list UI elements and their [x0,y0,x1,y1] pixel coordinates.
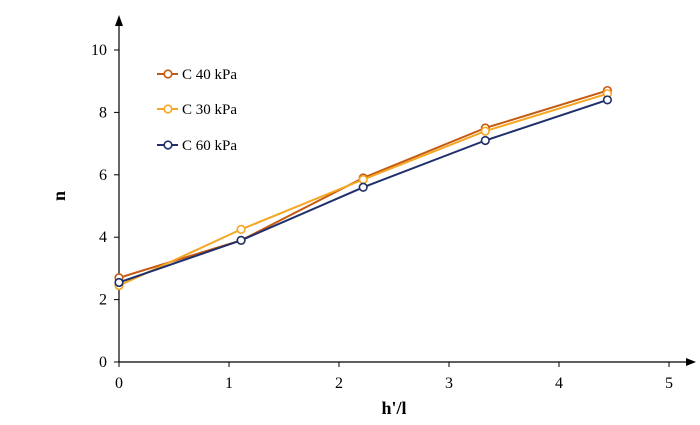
legend-swatch-marker [163,104,173,114]
x-axis-title: h'/l [381,398,406,418]
y-tick-label: 4 [99,229,107,246]
legend-swatch-marker [163,69,173,79]
y-axis-title: n [49,191,69,201]
y-tick-label: 10 [91,42,107,59]
data-point [358,182,368,192]
legend-label: C 30 kPa [182,102,237,118]
legend-label: C 40 kPa [182,67,237,83]
series-c-60-kpa [114,95,613,288]
y-tick-label: 0 [99,354,107,371]
data-point [480,135,490,146]
legend-item: C 60 kPa [157,138,237,154]
legend-item: C 30 kPa [157,102,237,118]
x-tick-label: 5 [665,375,673,392]
data-point [480,126,490,136]
y-tick-label: 6 [99,167,107,184]
x-tick-label: 2 [335,375,343,392]
data-point [236,235,246,245]
x-tick-label: 1 [225,375,233,392]
x-axis-arrow [686,358,696,366]
legend: C 40 kPa C 30 kPa C 60 kPa [157,67,237,154]
x-tick-label: 3 [445,375,453,392]
x-tick-label: 0 [115,375,123,392]
series-layer [114,85,613,291]
y-axis-arrow [115,15,123,26]
legend-swatch-marker [163,140,173,150]
x-tick-label: 4 [555,375,563,392]
data-point [114,277,124,288]
data-point [358,174,368,185]
data-point [236,224,246,234]
legend-item: C 40 kPa [157,67,237,83]
legend-label: C 60 kPa [182,138,237,154]
data-point [602,95,613,105]
y-tick-label: 8 [99,104,107,121]
y-tick-label: 2 [99,292,107,309]
axes: 0 1 2 3 4 5 0 2 4 6 8 10 [91,15,696,392]
